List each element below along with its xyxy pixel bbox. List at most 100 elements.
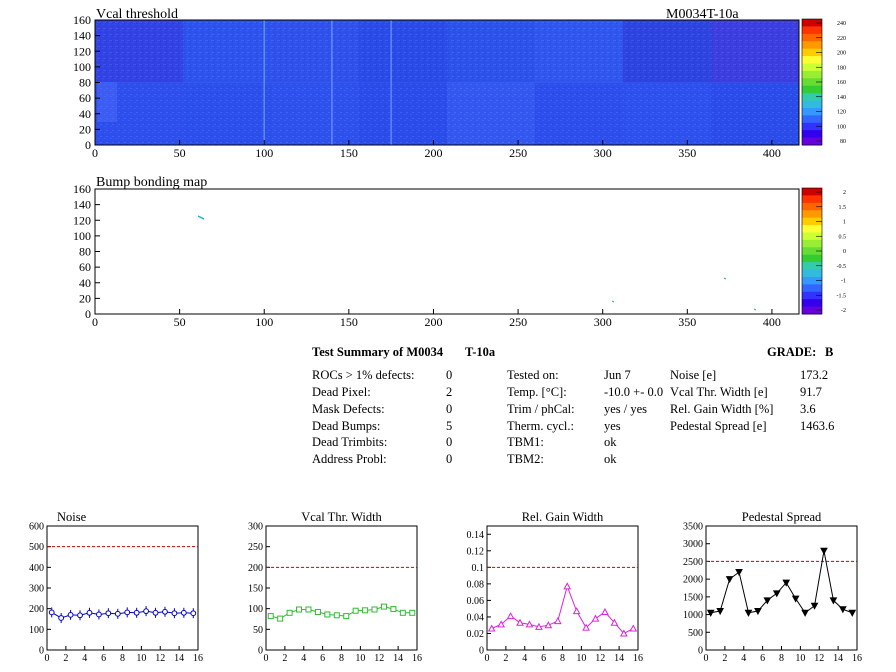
data-point (124, 609, 131, 616)
summary-value: 0 (446, 435, 453, 449)
data-point (409, 609, 416, 616)
y-tick-label: 80 (79, 76, 91, 90)
data-point (390, 606, 397, 613)
scale-tick-label: 80 (840, 139, 846, 145)
y-tick-label: 0.04 (467, 612, 485, 623)
summary-label: Temp. [°C]: (507, 385, 567, 399)
data-point (839, 606, 847, 614)
data-point (772, 590, 781, 598)
y-tick-label: 120 (73, 44, 91, 58)
y-tick-label: 1000 (683, 610, 703, 621)
roc-block-texture (183, 20, 271, 83)
x-tick-label: 14 (614, 653, 624, 664)
x-tick-label: 4 (522, 653, 527, 664)
roc-block-texture (183, 82, 271, 145)
data-point (190, 610, 197, 617)
x-tick-label: 0 (45, 653, 50, 664)
y-tick-label: 2000 (683, 575, 703, 586)
vcal-x-axis: 0 50 100 150 200 250 300 350 400 (92, 140, 781, 160)
x-tick-label: 10 (795, 653, 805, 664)
summary-value: 91.7 (800, 385, 822, 399)
data-point (735, 569, 743, 577)
y-tick-label: 300 (29, 584, 44, 595)
scale-band (802, 247, 822, 256)
vcal-threshold-map: Vcal threshold M0034T-10a 0 50 100 150 200 25… (73, 7, 846, 160)
scale-band (802, 48, 822, 57)
summary-value: -10.0 +- 0.0 (604, 385, 664, 399)
series-line (270, 606, 413, 620)
x-tick-label: 14 (393, 653, 403, 664)
data-point (86, 609, 93, 616)
y-tick-label: 0.06 (467, 596, 485, 607)
x-tick-label: 16 (412, 653, 422, 664)
data-point (744, 609, 753, 617)
y-tick-label: 300 (248, 522, 263, 533)
scale-band (802, 254, 822, 263)
scale-tick-label: 120 (837, 110, 846, 116)
y-tick-label: 40 (79, 107, 91, 121)
y-tick-label: 140 (73, 29, 91, 43)
roc-block-texture (447, 20, 535, 83)
data-point (791, 595, 800, 603)
y-tick-label: 400 (29, 563, 44, 574)
data-point (553, 617, 562, 625)
chart-title: Noise (57, 510, 87, 524)
chart-2: Rel. Gain Width 0 2 4 6 8 10 12 14 16 0 0.02 0.04 0.0… (467, 510, 644, 664)
bump-defect-mark (197, 215, 205, 220)
data-point (305, 606, 312, 613)
module-label: M0034T-10a (666, 7, 739, 22)
data-point (829, 597, 838, 605)
vcal-color-scale: 80 100 120 140 160 180 200 220 240 (801, 18, 846, 146)
scale-band (802, 115, 822, 124)
x-tick-label: 400 (763, 146, 781, 160)
summary-label: Rel. Gain Width [%] (670, 402, 774, 416)
x-tick-label: 200 (424, 315, 442, 329)
y-tick-label: 0.08 (467, 579, 485, 590)
data-point (67, 611, 74, 618)
x-tick-label: 250 (509, 146, 527, 160)
x-tick-label: 6 (541, 653, 546, 664)
x-tick-label: 14 (174, 653, 184, 664)
data-point (782, 579, 791, 587)
y-tick-label: 0 (39, 646, 44, 657)
data-point (105, 610, 112, 617)
x-tick-label: 4 (82, 653, 87, 664)
x-tick-label: 6 (320, 653, 325, 664)
x-tick-label: 2 (63, 653, 68, 664)
scale-band (802, 262, 822, 271)
chart-0: Noise 0 2 4 6 8 10 12 14 16 0 100 200 300 400 500 600 (29, 510, 203, 664)
data-point (801, 609, 809, 617)
chart-1: Vcal Thr. Width 0 2 4 6 8 10 12 14 16 0 50 100 150 200… (248, 510, 422, 664)
y-tick-label: 20 (79, 291, 91, 305)
x-tick-label: 4 (301, 653, 306, 664)
data-point (848, 609, 857, 617)
scale-tick-label: 100 (837, 124, 846, 130)
summary-label: Pedestal Spread [e] (670, 419, 767, 433)
scale-tick-label: -0.5 (837, 264, 847, 270)
summary-value: yes (604, 419, 621, 433)
scale-band (802, 306, 822, 315)
chart-frame (486, 525, 639, 651)
scale-tick-label: -1 (841, 279, 846, 285)
y-tick-label: 120 (73, 213, 91, 227)
scale-band (802, 19, 822, 27)
x-tick-label: 300 (594, 315, 612, 329)
scale-band (802, 232, 822, 241)
scale-band (802, 63, 822, 72)
data-point (333, 612, 340, 619)
series-line (51, 610, 194, 619)
x-tick-label: 4 (741, 653, 746, 664)
summary-value: yes / yes (604, 402, 648, 416)
data-point (506, 612, 515, 620)
scale-band (802, 195, 822, 204)
y-tick-label: 100 (29, 625, 44, 636)
x-tick-label: 0 (264, 653, 269, 664)
x-tick-label: 2 (282, 653, 287, 664)
summary-label: Therm. cycl.: (507, 419, 574, 433)
test-summary: Test Summary of M0034 T-10a GRADE: B ROC… (312, 341, 852, 471)
y-tick-label: 500 (29, 542, 44, 553)
summary-label: Address Probl: (312, 452, 387, 466)
